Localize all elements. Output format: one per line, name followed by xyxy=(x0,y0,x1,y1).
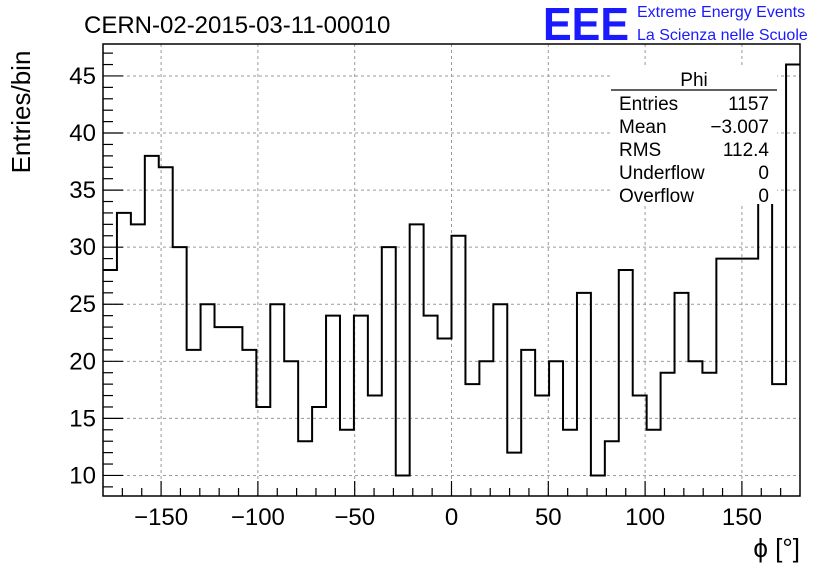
y-tick-label: 30 xyxy=(69,234,96,261)
histogram xyxy=(103,63,800,496)
y-tick-label: 20 xyxy=(69,348,96,375)
histogram-bin xyxy=(298,441,312,496)
stats-value: 1157 xyxy=(728,94,769,115)
histogram-bin xyxy=(688,361,702,496)
x-tick-label: 150 xyxy=(722,504,762,531)
y-tick-label: 40 xyxy=(69,120,96,147)
stats-label: RMS xyxy=(619,140,661,161)
histogram-bin xyxy=(786,65,800,496)
histogram-bin xyxy=(340,430,354,496)
histogram-bin xyxy=(730,259,744,496)
chart-title: CERN-02-2015-03-11-00010 xyxy=(84,12,390,39)
x-tick-label: 0 xyxy=(445,504,458,531)
histogram-bin xyxy=(479,361,493,496)
histogram-bin xyxy=(661,373,675,496)
y-tick-label: 35 xyxy=(69,177,96,204)
histogram-outline xyxy=(103,63,800,477)
histogram-bin xyxy=(633,396,647,496)
histogram-bin xyxy=(326,316,340,496)
histogram-bin xyxy=(647,430,661,496)
logo-line-2: La Scienza nelle Scuole xyxy=(637,27,808,44)
histogram-bin xyxy=(424,316,438,496)
histogram-bin xyxy=(382,247,396,496)
y-tick-label: 45 xyxy=(69,63,96,90)
y-tick-label: 25 xyxy=(69,291,96,318)
y-tick-label: 15 xyxy=(69,405,96,432)
tick-labels: −150 −100 −50 0 50 100 150 10 15 20 25 30 35 40 45 xyxy=(69,63,762,531)
histogram-bin xyxy=(145,156,159,496)
stats-value: 0 xyxy=(758,186,769,207)
histogram-bin xyxy=(117,213,131,496)
y-axis-title: Entries/bin xyxy=(6,51,36,174)
stats-value: 0 xyxy=(758,163,769,184)
x-tick-label: −150 xyxy=(134,504,188,531)
histogram-bin xyxy=(535,396,549,496)
x-axis-title: ϕ [°] xyxy=(753,533,800,563)
stats-label: Mean xyxy=(619,117,667,138)
x-tick-label: 100 xyxy=(625,504,665,531)
stats-value: 112.4 xyxy=(723,140,770,161)
histogram-bin xyxy=(187,350,201,496)
histogram-bin xyxy=(242,350,256,496)
eee-logo: EEE Extreme Energy Events La Scienza nel… xyxy=(543,0,808,50)
logo-line-1: Extreme Energy Events xyxy=(637,4,805,21)
stats-label: Overflow xyxy=(619,186,694,207)
axis-ticks xyxy=(103,52,782,496)
histogram-bin xyxy=(410,224,424,496)
stats-title: Phi xyxy=(680,70,707,91)
stats-rows: Entries 1157 Mean −3.007 RMS 112.4 Underflow 0 O… xyxy=(619,94,769,207)
histogram-bin xyxy=(131,224,145,496)
histogram-bin xyxy=(716,259,730,496)
histogram-bin xyxy=(228,327,242,496)
histogram-bin xyxy=(354,316,368,496)
histogram-bin xyxy=(201,304,215,496)
histogram-bin xyxy=(215,327,229,496)
histogram-bin xyxy=(772,384,786,496)
histogram-bin xyxy=(577,293,591,496)
histogram-bin xyxy=(368,396,382,496)
histogram-bin xyxy=(619,270,633,496)
histogram-bin xyxy=(396,475,410,496)
histogram-bin xyxy=(284,361,298,496)
x-tick-label: −50 xyxy=(334,504,375,531)
histogram-bin xyxy=(159,167,173,496)
histogram-bin xyxy=(173,247,187,496)
histogram-bin xyxy=(675,293,689,496)
histogram-bin xyxy=(744,259,758,496)
histogram-bin xyxy=(312,407,326,496)
histogram-bin xyxy=(702,373,716,496)
histogram-bin xyxy=(549,361,563,496)
stats-label: Entries xyxy=(619,94,678,115)
stats-box-background xyxy=(611,68,777,204)
histogram-bin xyxy=(591,475,605,496)
y-tick-label: 10 xyxy=(69,462,96,489)
stats-value: −3.007 xyxy=(710,117,769,138)
histogram-bin xyxy=(270,304,284,496)
histogram-bin xyxy=(605,441,619,496)
histogram-bin xyxy=(493,304,507,496)
histogram-bin xyxy=(438,338,452,496)
histogram-bin xyxy=(563,430,577,496)
histogram-bin xyxy=(452,236,466,496)
stats-label: Underflow xyxy=(619,163,705,184)
stats-box: Phi Entries 1157 Mean −3.007 RMS 112.4 Underfl… xyxy=(611,68,777,207)
logo-mark: EEE xyxy=(543,0,629,50)
histogram-bin xyxy=(465,384,479,496)
histogram-bin xyxy=(521,350,535,496)
x-tick-label: −100 xyxy=(231,504,285,531)
x-tick-label: 50 xyxy=(535,504,562,531)
